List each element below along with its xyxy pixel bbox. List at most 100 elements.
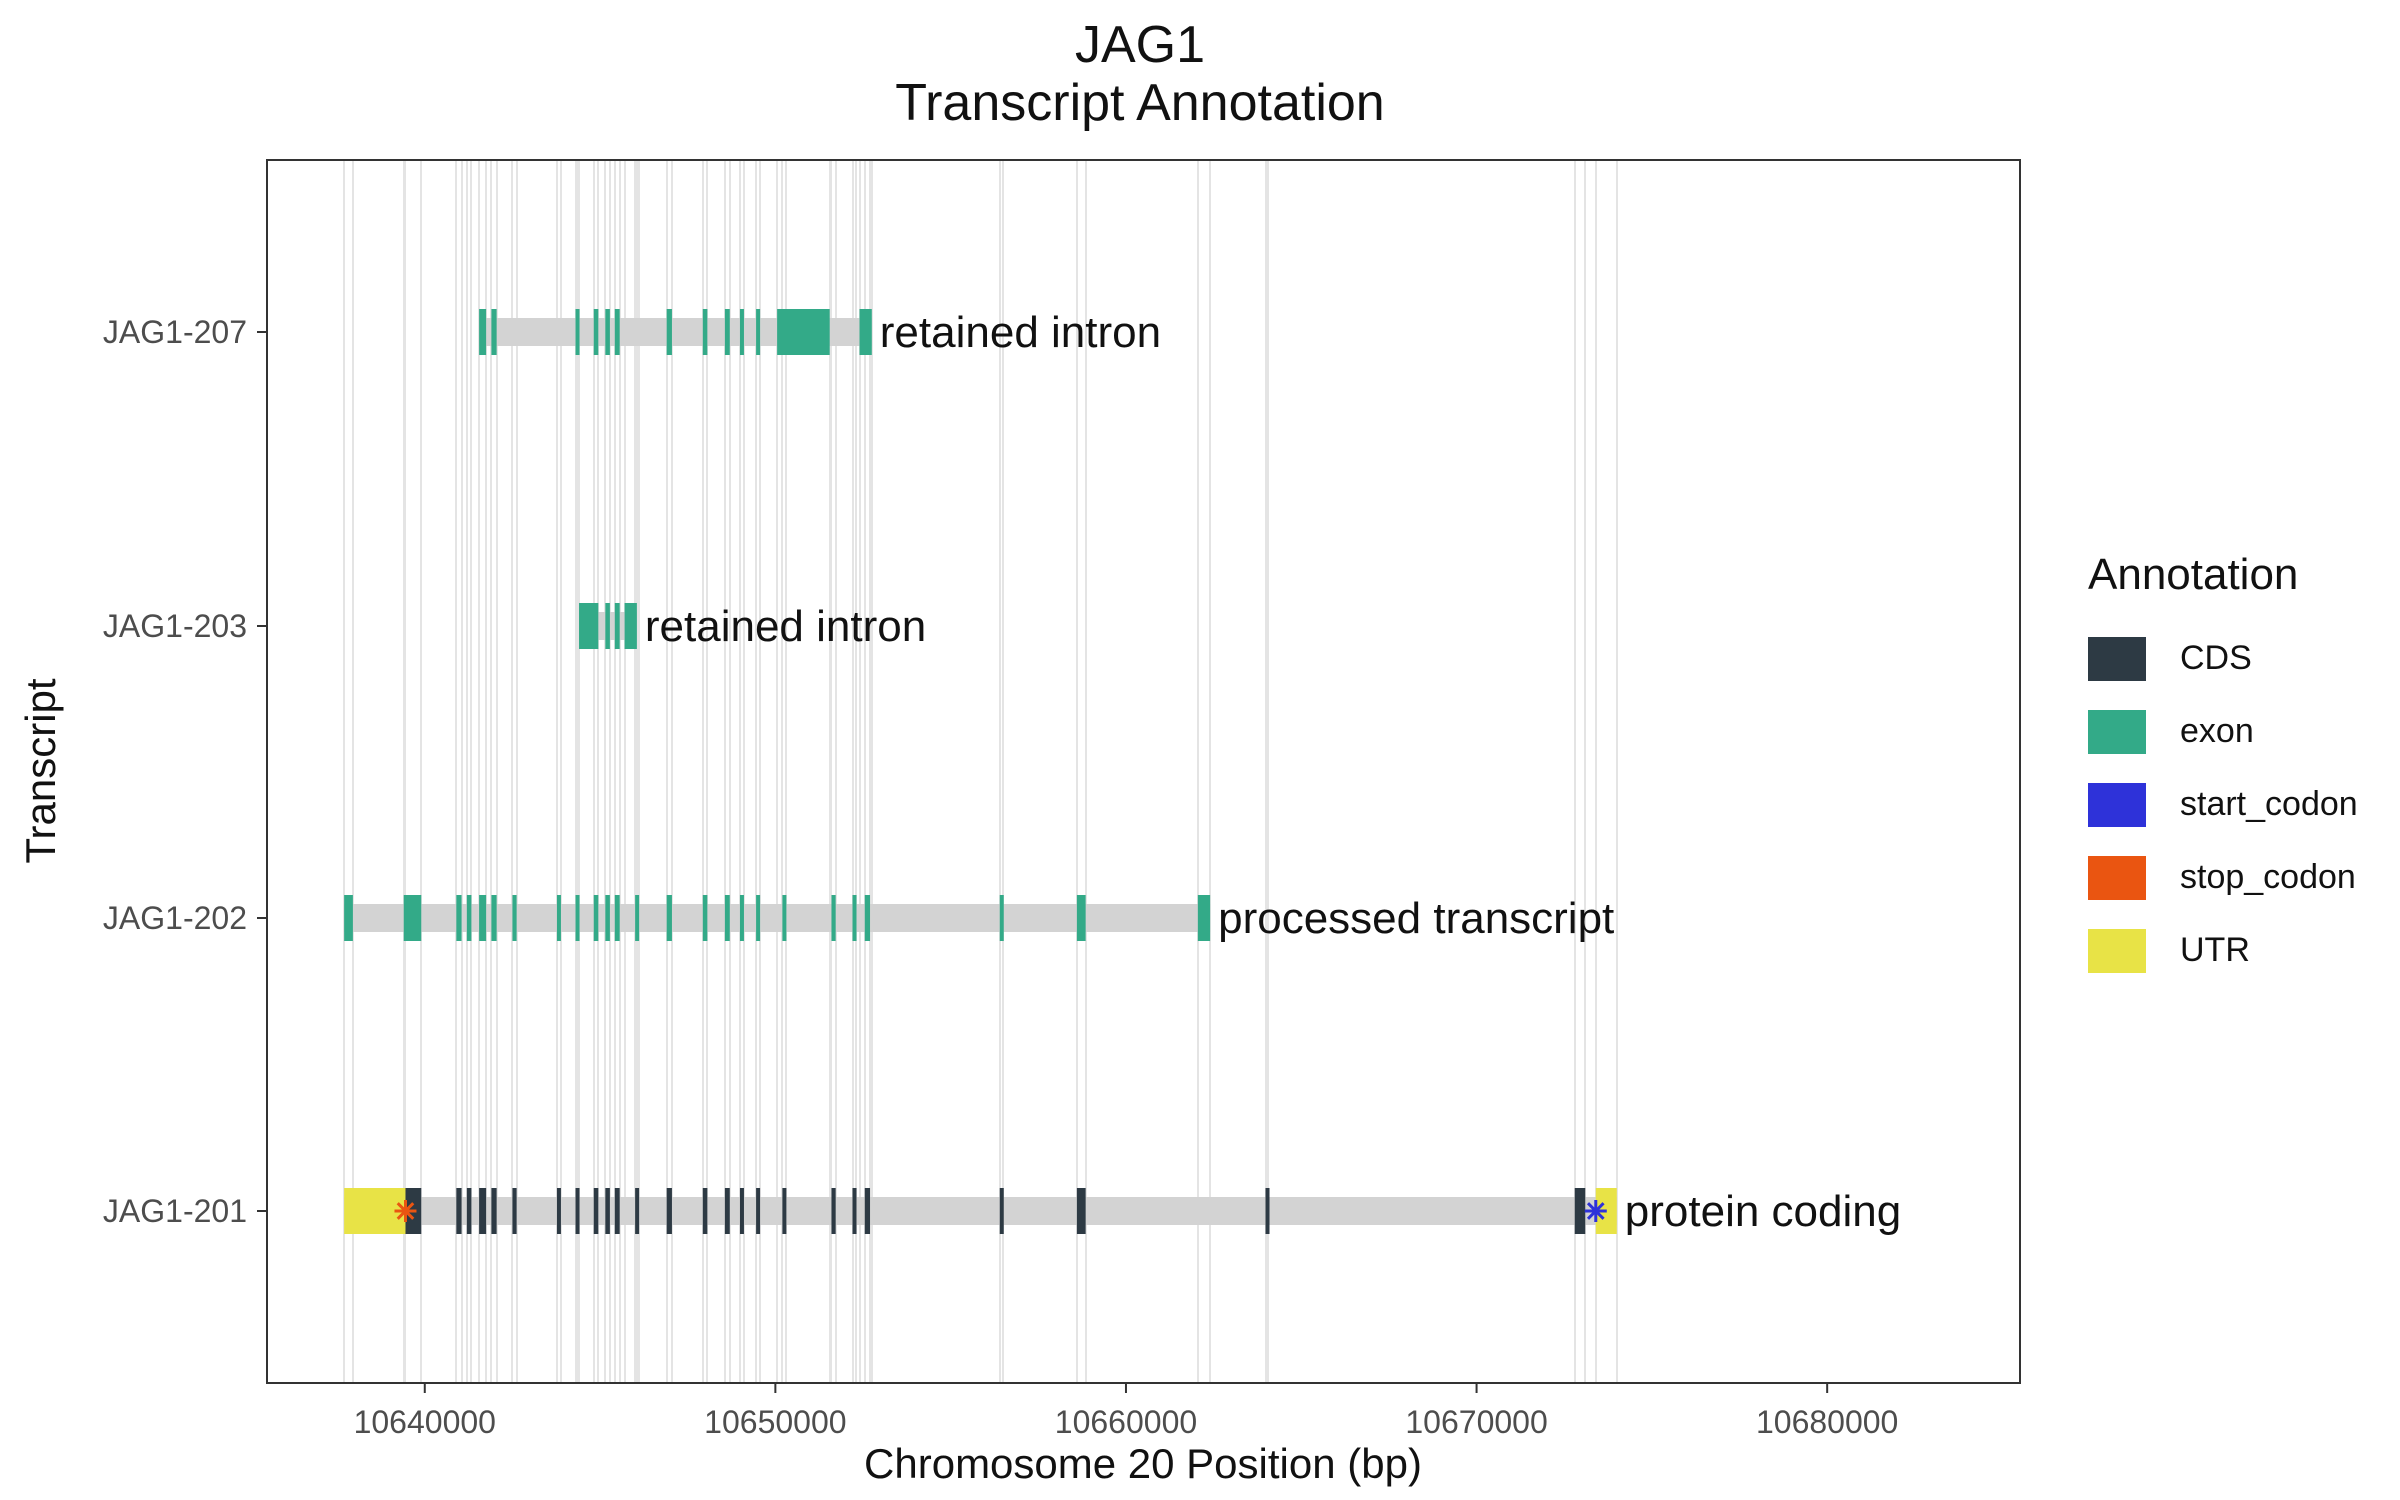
stop-codon-marker <box>394 1200 417 1222</box>
legend-label: UTR <box>2180 931 2250 969</box>
exon-block <box>479 309 487 355</box>
exon-block <box>756 895 761 941</box>
exon-block <box>852 895 857 941</box>
plot-panel-border <box>266 159 2021 1384</box>
exon-block <box>512 895 517 941</box>
transcript-row: protein coding <box>344 1187 1901 1236</box>
biotype-label: retained intron <box>880 308 1161 357</box>
cds-block <box>456 1188 462 1234</box>
exon-block <box>491 895 497 941</box>
transcript-row: retained intron <box>479 308 1161 357</box>
cds-block <box>466 1188 472 1234</box>
x-tick-label: 10650000 <box>704 1404 846 1440</box>
exon-block <box>593 895 599 941</box>
legend-label: start_codon <box>2180 785 2358 823</box>
exon-block <box>756 309 761 355</box>
legend-label: CDS <box>2180 639 2252 677</box>
cds-block <box>852 1188 857 1234</box>
exon-block <box>859 309 872 355</box>
exon-block <box>831 895 836 941</box>
cds-block <box>1574 1188 1586 1234</box>
legend-label: exon <box>2180 712 2254 750</box>
cds-block <box>1265 1188 1270 1234</box>
biotype-label: retained intron <box>645 602 926 651</box>
exon-block <box>593 309 599 355</box>
exon-block <box>614 603 620 649</box>
legend-swatch <box>2088 709 2146 754</box>
cds-block <box>614 1188 620 1234</box>
exon-block <box>1076 895 1086 941</box>
cds-block <box>593 1188 599 1234</box>
legend-swatch <box>2088 928 2146 973</box>
transcript-tracks: retained intron retained intron processed … <box>344 308 1901 1236</box>
intron-line <box>344 904 1211 932</box>
exon-block <box>466 895 472 941</box>
cds-block <box>702 1188 708 1234</box>
legend-items: CDS exon start_codon stop_codon UTR <box>2088 622 2358 987</box>
grid-lines <box>343 160 1618 1383</box>
intron-line <box>344 1197 1617 1225</box>
legend-item: start_codon <box>2088 768 2358 841</box>
legend: Annotation CDS exon start_codon stop_codon U… <box>2088 550 2358 987</box>
cds-block <box>605 1188 610 1234</box>
cds-block <box>479 1188 487 1234</box>
cds-block <box>724 1188 730 1234</box>
cds-block <box>1076 1188 1086 1234</box>
exon-block <box>724 309 730 355</box>
exon-block <box>605 895 610 941</box>
exon-block <box>739 309 744 355</box>
x-axis-label: Chromosome 20 Position (bp) <box>864 1440 1422 1487</box>
biotype-label: processed transcript <box>1218 894 1614 943</box>
exon-block <box>739 895 744 941</box>
start-codon-marker <box>1584 1200 1607 1222</box>
legend-item: UTR <box>2088 914 2358 987</box>
legend-title: Annotation <box>2088 550 2299 599</box>
legend-swatch <box>2088 855 2146 900</box>
legend-item: exon <box>2088 695 2358 768</box>
x-tick-label: 10680000 <box>1756 1404 1898 1440</box>
exon-block <box>491 309 497 355</box>
legend-swatch <box>2088 782 2146 827</box>
legend-item: stop_codon <box>2088 841 2358 914</box>
legend-swatch <box>2088 636 2146 681</box>
y-tick-label: JAG1-203 <box>103 608 247 644</box>
biotype-label: protein coding <box>1625 1187 1901 1236</box>
exon-block <box>605 309 610 355</box>
exon-block <box>635 895 640 941</box>
exon-block <box>456 895 462 941</box>
exon-block <box>575 895 580 941</box>
exon-block <box>702 309 708 355</box>
exon-block <box>556 895 561 941</box>
legend-label: stop_codon <box>2180 858 2356 896</box>
y-tick-label: JAG1-207 <box>103 314 247 350</box>
transcript-row: retained intron <box>579 602 926 651</box>
exon-block <box>579 603 599 649</box>
axes: 10640000 10650000 10660000 10670000 10680000… <box>103 314 1898 1440</box>
cds-block <box>491 1188 497 1234</box>
exon-block <box>666 309 672 355</box>
exon-block <box>702 895 708 941</box>
cds-block <box>782 1188 787 1234</box>
x-tick-label: 10660000 <box>1055 1404 1197 1440</box>
cds-block <box>739 1188 744 1234</box>
exon-block <box>666 895 672 941</box>
exon-block <box>344 895 353 941</box>
exon-block <box>777 309 830 355</box>
transcript-row: processed transcript <box>344 894 1614 943</box>
chart-title: JAG1 <box>1075 16 1205 74</box>
exon-block <box>614 309 620 355</box>
exon-block <box>575 309 580 355</box>
exon-block <box>624 603 637 649</box>
exon-block <box>999 895 1004 941</box>
y-tick-label: JAG1-201 <box>103 1193 247 1229</box>
x-tick-label: 10670000 <box>1405 1404 1547 1440</box>
exon-block <box>1197 895 1211 941</box>
exon-block <box>403 895 422 941</box>
cds-block <box>556 1188 561 1234</box>
cds-block <box>512 1188 517 1234</box>
exon-block <box>724 895 730 941</box>
exon-block <box>479 895 487 941</box>
exon-block <box>614 895 620 941</box>
cds-block <box>999 1188 1004 1234</box>
